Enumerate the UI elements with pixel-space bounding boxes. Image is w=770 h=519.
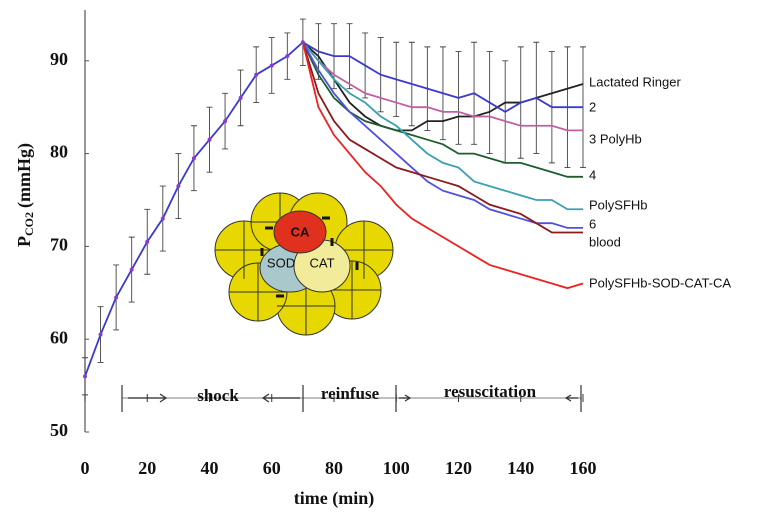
series-label: 4 [589,167,596,182]
series-label: 6 [589,216,596,231]
diagram-label: CAT [309,255,334,270]
x-tick-label: 100 [383,458,410,478]
series-label: 2 [589,99,596,114]
point [269,63,274,68]
series-label: PolySFHb-SOD-CAT-CA [589,275,731,290]
y-tick-label: 80 [50,142,68,162]
x-tick-label: 120 [445,458,472,478]
point [285,54,290,59]
series-line [302,41,583,132]
y-label-unit: (mmHg) [14,143,35,208]
y-tick-label: 90 [50,49,68,69]
point [160,216,165,221]
x-tick-label: 0 [81,458,90,478]
point [83,374,87,379]
diagram-label: CA [291,224,310,239]
x-axis-label: time (min) [294,488,374,509]
x-tick-label: 60 [263,458,281,478]
y-tick-label: 60 [50,327,68,347]
point [191,156,196,161]
series-line [84,41,583,377]
x-tick-label: 20 [138,458,156,478]
point [238,95,243,100]
series-line [301,42,584,290]
point [300,40,305,45]
series-label: blood [589,234,621,249]
x-tick-label: 160 [570,458,597,478]
annotation: reinfuse [321,384,380,403]
series-label: Lactated Ringer [589,74,681,89]
y-tick-label: 70 [50,235,68,255]
molecule-diagram [214,192,394,336]
x-tick-label: 40 [201,458,219,478]
annotation: shock [197,386,239,405]
x-tick-label: 140 [507,458,534,478]
point [114,295,119,300]
diagram-label: SOD [267,255,295,270]
point [98,332,103,337]
series-label: PolySFHb [589,197,648,212]
series-label: 3 PolyHb [589,131,642,146]
point [145,239,150,244]
annotation: resuscitation [444,382,537,401]
series-line [302,41,583,234]
y-label-sub: CO2 [22,212,36,236]
point [223,119,228,124]
series-line [302,41,583,211]
x-tick-label: 80 [325,458,343,478]
y-label-main: P [14,236,34,247]
point [176,184,181,189]
y-tick-label: 50 [50,420,68,440]
point [207,137,212,142]
point [254,72,259,77]
y-axis-label: PCO2 (mmHg) [14,143,36,247]
point [129,267,134,272]
plot-area: 50 60 70 80 90 0 20 40 60 80 100 120 140 160 Lactated … [50,18,731,478]
